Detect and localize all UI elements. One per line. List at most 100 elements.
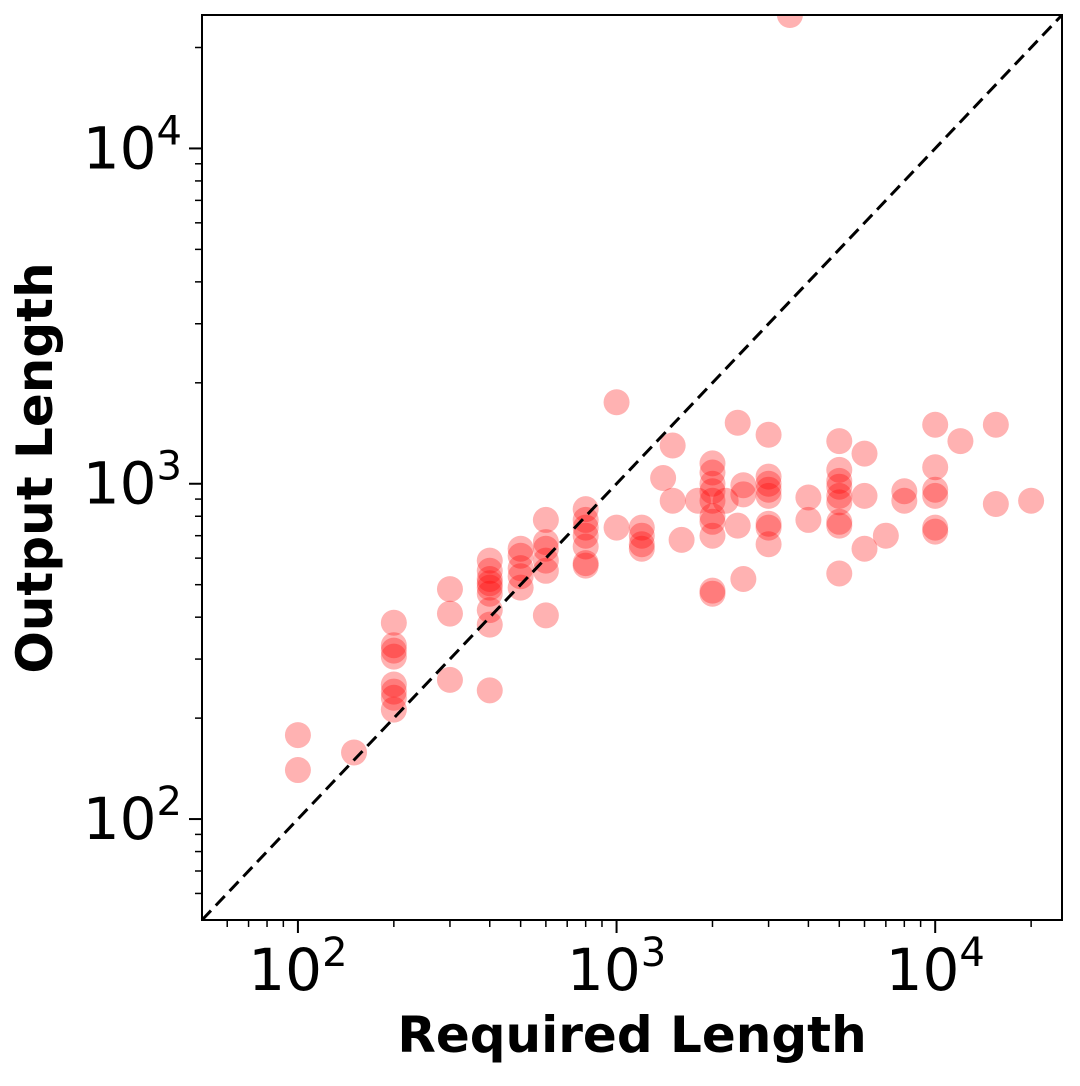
data-point [284, 722, 311, 749]
data-point [922, 482, 949, 509]
data-point [712, 487, 739, 514]
data-points [284, 15, 1045, 784]
data-point [341, 739, 368, 766]
data-point [922, 514, 949, 541]
data-point [826, 489, 853, 516]
data-point [699, 522, 726, 549]
y-tick-label: 104 [83, 108, 182, 182]
data-point [699, 508, 726, 535]
data-point [476, 611, 503, 638]
data-point [699, 487, 726, 514]
data-point [922, 476, 949, 503]
data-point [572, 496, 599, 523]
data-point [476, 565, 503, 592]
y-tick-label: 102 [83, 779, 182, 853]
data-point [572, 533, 599, 560]
x-tick-label: 104 [886, 930, 985, 1004]
y-axis-label: Output Length [6, 262, 64, 673]
data-point [532, 529, 559, 556]
data-point [603, 389, 630, 416]
data-point [699, 478, 726, 505]
data-point [650, 465, 677, 492]
data-point [380, 632, 407, 659]
data-point [659, 432, 686, 459]
data-point [532, 557, 559, 584]
data-point [476, 547, 503, 574]
data-point [755, 470, 782, 497]
data-point [699, 503, 726, 530]
data-point [755, 463, 782, 490]
data-point [684, 487, 711, 514]
data-point [826, 482, 853, 509]
data-point [380, 643, 407, 670]
x-tick-label: 103 [567, 930, 666, 1004]
data-point [572, 550, 599, 577]
data-point [755, 476, 782, 503]
data-point [826, 560, 853, 587]
data-point [795, 506, 822, 533]
data-point [755, 531, 782, 558]
data-point [922, 411, 949, 438]
data-point [851, 440, 878, 467]
data-point [826, 512, 853, 539]
data-point [572, 552, 599, 579]
data-point [572, 506, 599, 533]
data-point [730, 481, 757, 508]
data-point [776, 15, 803, 28]
y-tick-label: 103 [83, 444, 182, 518]
data-point [380, 684, 407, 711]
data-point [532, 506, 559, 533]
data-point [982, 491, 1009, 518]
data-point [699, 577, 726, 604]
data-point [380, 671, 407, 698]
reference-line [202, 15, 1062, 920]
data-point [628, 522, 655, 549]
data-point [476, 597, 503, 624]
tick-labels: 102 103 104 102 103 104 [83, 108, 985, 1004]
data-point [891, 487, 918, 514]
x-axis-label: Required Length [397, 1006, 866, 1064]
data-point [507, 542, 534, 569]
data-point [922, 454, 949, 481]
data-point [826, 467, 853, 494]
data-point [826, 473, 853, 500]
data-point [476, 677, 503, 704]
data-point [507, 574, 534, 601]
data-point [507, 563, 534, 590]
data-point [380, 678, 407, 705]
data-point [872, 522, 899, 549]
data-point [476, 574, 503, 601]
data-point [730, 472, 757, 499]
data-point [755, 514, 782, 541]
data-point [795, 484, 822, 511]
data-point [380, 696, 407, 723]
data-point [699, 470, 726, 497]
data-point [476, 580, 503, 607]
major-ticks [189, 147, 937, 933]
data-point [724, 409, 751, 436]
minor-ticks [195, 46, 1032, 927]
data-point [436, 666, 463, 693]
data-point [476, 557, 503, 584]
data-point [826, 456, 853, 483]
data-point [755, 482, 782, 509]
data-point [532, 602, 559, 629]
data-point [826, 508, 853, 535]
data-point [826, 428, 853, 455]
x-tick-label: 102 [248, 930, 347, 1004]
data-point [982, 411, 1009, 438]
data-point [436, 576, 463, 603]
data-point [668, 526, 695, 553]
data-point [730, 565, 757, 592]
data-point [851, 482, 878, 509]
data-point [532, 535, 559, 562]
data-point [628, 535, 655, 562]
data-point [699, 580, 726, 607]
data-point [507, 535, 534, 562]
data-point [476, 570, 503, 597]
data-point [507, 555, 534, 582]
data-point [436, 600, 463, 627]
data-point [922, 518, 949, 545]
